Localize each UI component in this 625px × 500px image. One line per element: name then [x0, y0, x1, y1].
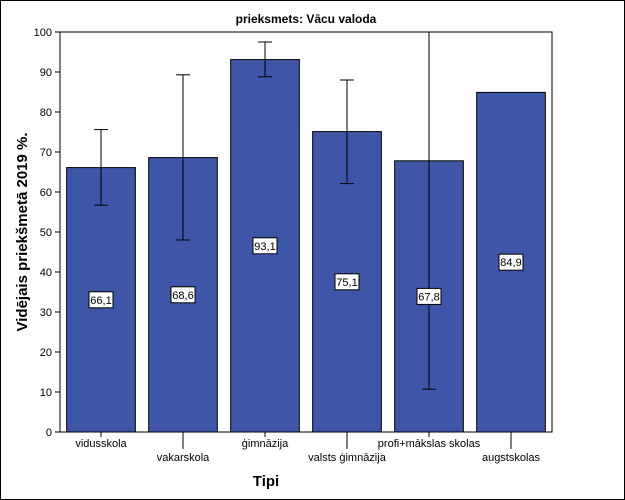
- y-tick-label: 0: [46, 427, 52, 439]
- chart-title: prieksmets: Vācu valoda: [236, 12, 377, 26]
- data-label: 68,6: [172, 290, 193, 302]
- x-category-label: profi+mākslas skolas: [378, 438, 481, 450]
- x-axis-title: Tipi: [253, 473, 279, 490]
- y-tick-label: 30: [40, 307, 52, 319]
- y-tick-label: 20: [40, 347, 52, 359]
- y-tick-label: 50: [40, 227, 52, 239]
- y-tick-label: 40: [40, 267, 52, 279]
- data-label-box: [334, 273, 360, 291]
- y-tick-label: 10: [40, 387, 52, 399]
- x-category-label: valsts ģimnāzija: [308, 451, 387, 464]
- bars-group: [66, 59, 546, 433]
- y-tick-label: 100: [34, 27, 52, 39]
- data-label-box: [416, 287, 442, 305]
- x-category-label: augstskolas: [482, 452, 541, 464]
- data-label-box: [252, 237, 278, 255]
- data-label-box: [170, 286, 196, 304]
- x-category-label: vidusskola: [75, 438, 127, 450]
- data-label: 75,1: [336, 277, 357, 289]
- x-category-label: vakarskola: [157, 452, 210, 464]
- x-axis: vidusskola vakarskola ģimnāzija valsts ģimn…: [75, 432, 541, 464]
- data-label: 67,8: [418, 291, 439, 303]
- y-axis-title: Vidējais priekšmetā 2019 %.: [14, 132, 31, 331]
- y-tick-label: 90: [40, 67, 52, 79]
- data-label: 66,1: [90, 295, 111, 307]
- y-axis: 0 10 20 30 40 50 60 70 80 90 100: [34, 27, 60, 439]
- data-label-box: [88, 291, 114, 309]
- data-labels-group: 66,1 68,6 93,1 75,1 67,8 84,9: [88, 237, 524, 309]
- x-category-label: ģimnāzija: [242, 437, 289, 450]
- y-tick-label: 80: [40, 107, 52, 119]
- data-label: 84,9: [500, 257, 521, 269]
- error-bars-group: [94, 32, 436, 390]
- y-tick-label: 70: [40, 147, 52, 159]
- data-label: 93,1: [254, 241, 275, 253]
- y-tick-label: 60: [40, 187, 52, 199]
- data-label-box: [498, 253, 524, 271]
